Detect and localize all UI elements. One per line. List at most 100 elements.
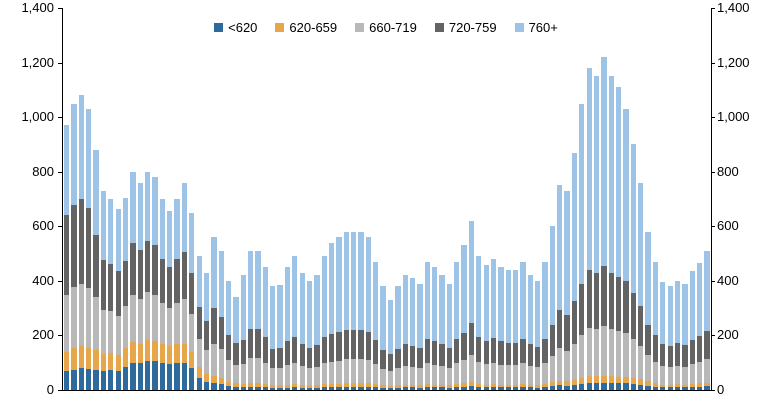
y-tick-mark-left xyxy=(58,62,62,64)
bar-slot xyxy=(144,8,151,390)
bar-segment xyxy=(365,360,372,384)
bar-segment xyxy=(490,259,497,338)
bar-segment xyxy=(417,283,423,348)
bar-segment xyxy=(630,339,636,378)
bar-slot xyxy=(681,8,688,390)
bar-slot xyxy=(159,8,166,390)
bar-segment xyxy=(395,368,401,386)
legend: <620 620-659 660-719 720-759 760+ xyxy=(62,20,710,35)
bar-segment xyxy=(328,334,335,362)
bar-slot xyxy=(284,8,291,390)
bar-segment xyxy=(542,384,548,387)
bar-segment xyxy=(615,87,622,277)
bar-slot xyxy=(630,8,637,390)
bar-segment xyxy=(64,294,70,352)
y-tick-mark-right xyxy=(711,390,715,391)
bar-segment xyxy=(130,342,136,363)
y-tick-label-right: 1,000 xyxy=(717,109,750,125)
legend-swatch xyxy=(514,23,524,32)
bar-segment xyxy=(336,387,342,390)
bar-segment xyxy=(306,385,313,388)
bar-segment xyxy=(409,387,416,390)
bar-segment xyxy=(564,385,570,390)
bar-slot xyxy=(291,8,298,390)
bar-segment xyxy=(630,292,636,340)
stacked-bar xyxy=(645,231,651,390)
bar-segment xyxy=(402,366,408,385)
stacked-bar xyxy=(674,280,681,390)
bar-segment xyxy=(667,384,673,388)
bar-segment xyxy=(248,382,254,387)
bar-segment xyxy=(498,384,504,388)
bar-segment xyxy=(159,259,165,303)
bar-slot xyxy=(541,8,548,390)
bar-slot xyxy=(166,8,173,390)
stacked-bar xyxy=(174,199,180,390)
bar-segment xyxy=(343,330,349,360)
stacked-bar xyxy=(549,226,556,390)
legend-label: 760+ xyxy=(528,20,558,35)
bar-segment xyxy=(137,343,143,364)
bar-segment xyxy=(490,362,497,384)
stacked-bar xyxy=(660,282,666,390)
bar-segment xyxy=(432,364,438,385)
bar-segment xyxy=(255,328,261,359)
bar-segment xyxy=(387,370,394,386)
bar-segment xyxy=(299,387,305,390)
bar-segment xyxy=(402,275,408,345)
bar-segment xyxy=(225,381,232,386)
bar-segment xyxy=(395,286,401,349)
stacked-bar xyxy=(358,231,364,390)
stacked-bar xyxy=(255,250,261,390)
y-tick-label-left: 400 xyxy=(32,272,54,288)
stacked-bar xyxy=(108,199,114,390)
stacked-bar xyxy=(432,267,438,390)
bar-segment xyxy=(100,370,107,390)
stacked-bar xyxy=(262,267,269,390)
bar-segment xyxy=(579,384,585,390)
stacked-bar xyxy=(395,286,401,390)
bar-slot xyxy=(137,8,144,390)
bar-segment xyxy=(696,361,703,384)
stacked-bar xyxy=(520,261,526,390)
bar-slot xyxy=(571,8,578,390)
stacked-bar xyxy=(446,283,453,390)
bar-segment xyxy=(520,338,526,364)
bar-segment xyxy=(373,364,379,385)
bar-segment xyxy=(417,348,423,368)
legend-item: 720-759 xyxy=(434,20,497,35)
bar-segment xyxy=(571,152,578,302)
bar-segment xyxy=(181,298,188,344)
bar-segment xyxy=(189,273,195,315)
bar-segment xyxy=(387,387,394,390)
bar-slot xyxy=(299,8,306,390)
bar-segment xyxy=(667,387,673,390)
stacked-bar xyxy=(571,152,578,390)
legend-label: 660-719 xyxy=(369,20,417,35)
bar-segment xyxy=(468,220,475,323)
bar-slot xyxy=(100,8,107,390)
stacked-bar xyxy=(380,286,386,390)
bar-segment xyxy=(461,386,467,390)
stacked-bar xyxy=(321,256,327,390)
bar-segment xyxy=(387,300,394,355)
bar-slot xyxy=(350,8,357,390)
bar-segment xyxy=(189,314,195,353)
bar-segment xyxy=(233,342,239,365)
legend-item: 660-719 xyxy=(355,20,417,35)
bar-segment xyxy=(86,207,92,289)
bar-segment xyxy=(593,376,600,384)
bar-segment xyxy=(233,386,239,390)
bar-segment xyxy=(579,334,585,378)
bar-segment xyxy=(645,385,651,390)
bar-segment xyxy=(115,355,121,372)
bar-segment xyxy=(505,384,511,388)
bar-segment xyxy=(608,272,614,330)
bar-segment xyxy=(108,199,114,264)
bar-segment xyxy=(535,280,541,347)
bar-segment xyxy=(696,263,703,337)
bar-segment xyxy=(284,387,291,390)
bar-segment xyxy=(564,314,570,351)
bar-segment xyxy=(314,275,320,346)
stacked-bar xyxy=(387,300,394,390)
